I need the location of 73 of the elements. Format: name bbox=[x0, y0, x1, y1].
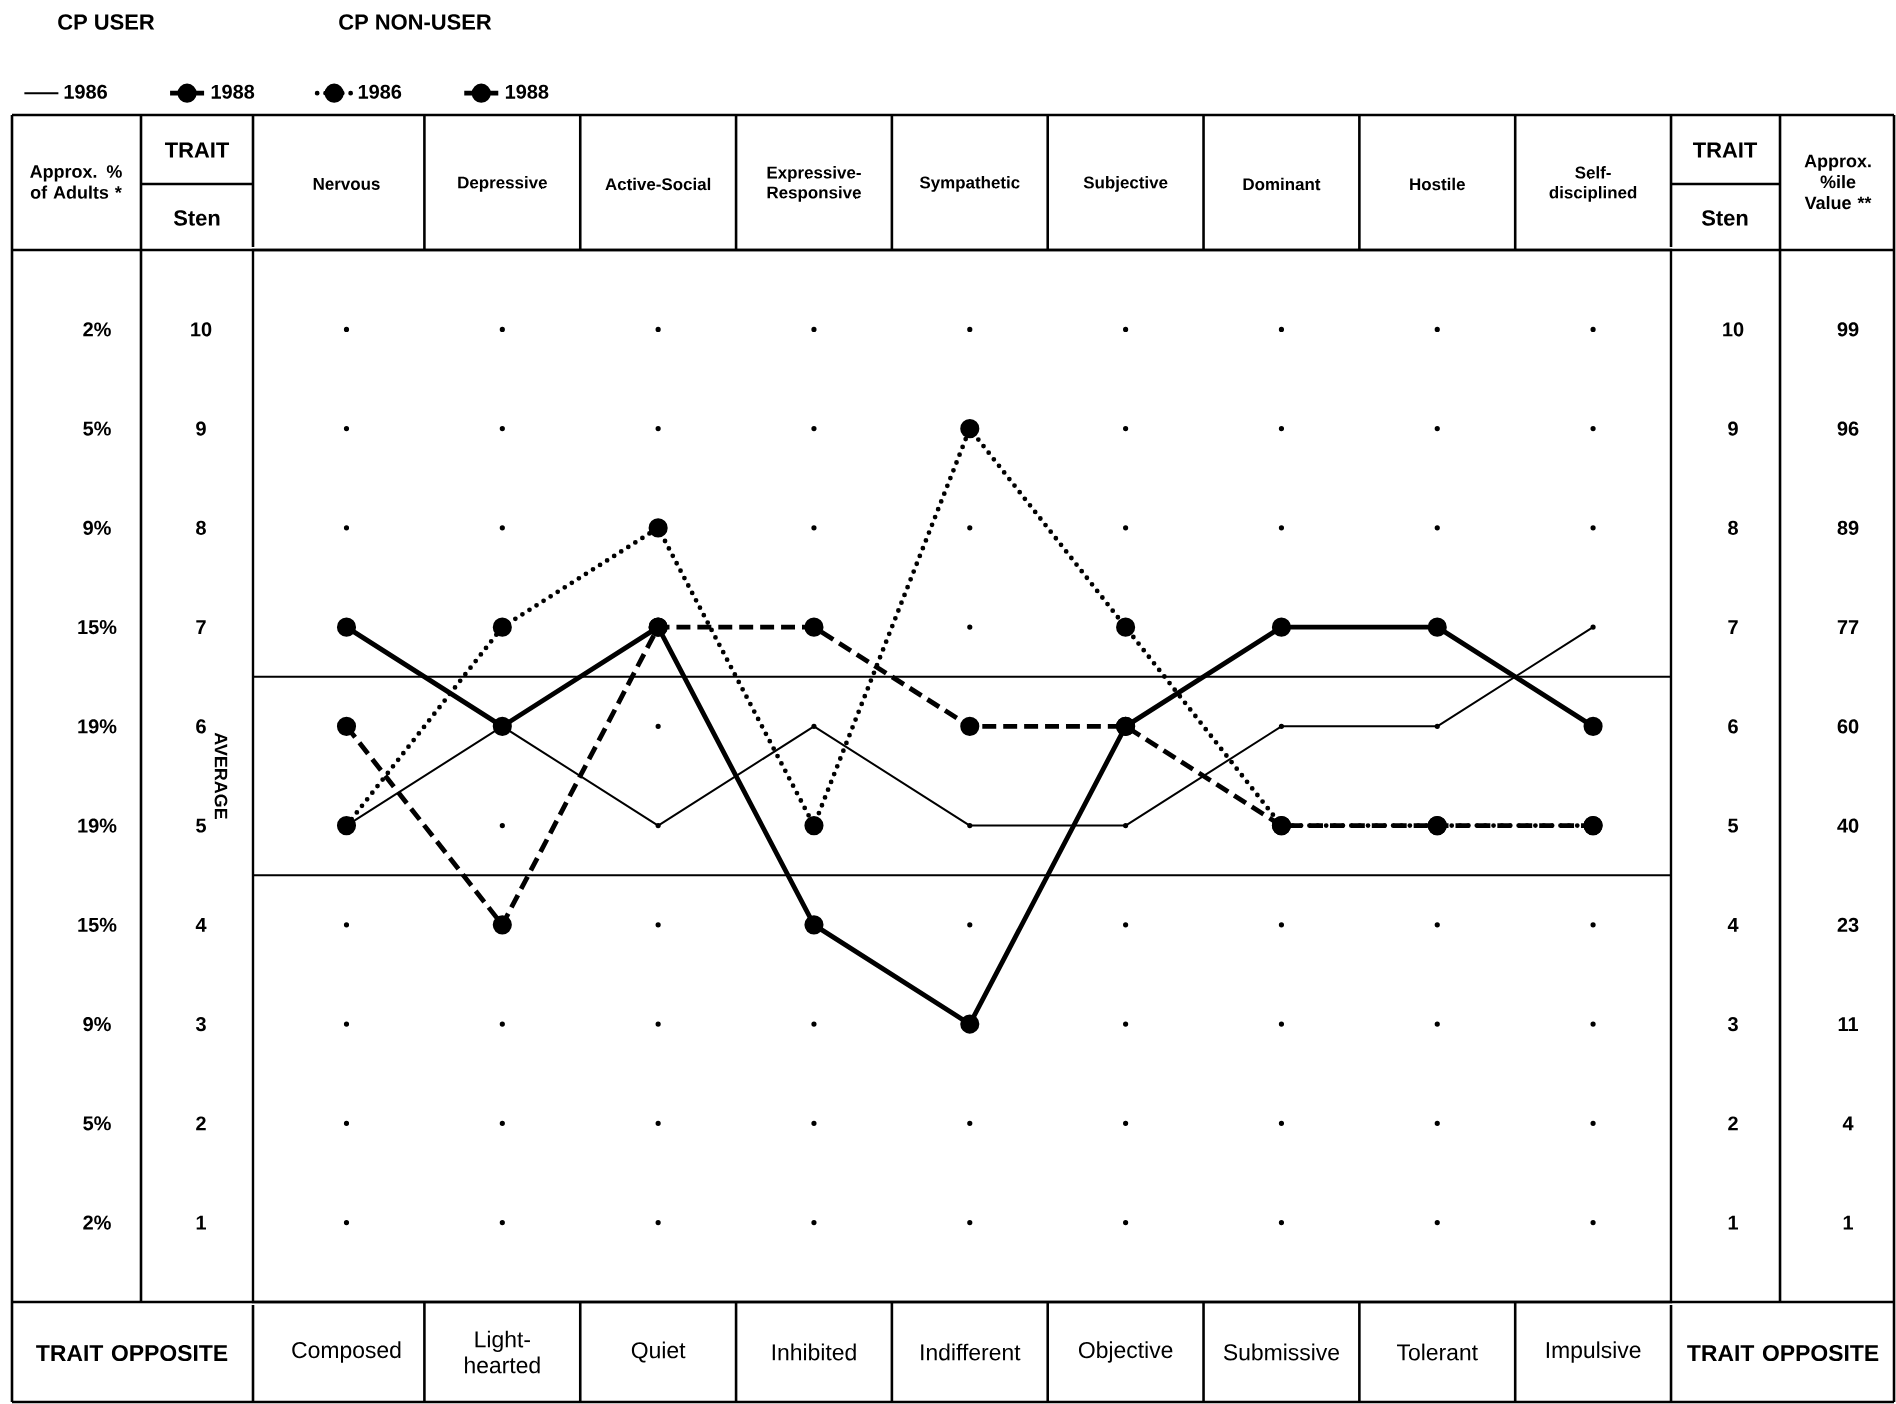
y2-tick-label: 5 bbox=[1728, 818, 1739, 833]
text: TRAIT OPPOSITE bbox=[36, 1344, 228, 1362]
y-tick-label: 2 bbox=[196, 1116, 206, 1131]
text: TRAIT OPPOSITE bbox=[1687, 1344, 1879, 1362]
y-tick-label: 7 bbox=[196, 620, 206, 634]
text: 5% bbox=[83, 1116, 111, 1131]
text: Inhibited bbox=[772, 1343, 856, 1361]
y2-tick-label: 2 bbox=[1728, 1116, 1738, 1131]
x-tick-label: Expressive-Responsive bbox=[767, 166, 861, 202]
text: Impulsive bbox=[1546, 1341, 1641, 1363]
y-tick-label: 9 bbox=[196, 421, 206, 436]
x-tick-label: Subjective bbox=[1083, 176, 1168, 192]
text: 15% bbox=[78, 620, 117, 635]
text: 96 bbox=[1837, 421, 1859, 436]
y2-tick-label: 8 bbox=[1728, 520, 1738, 535]
y-tick-label: 1 bbox=[196, 1215, 206, 1230]
y-tick-label: 8 bbox=[196, 520, 206, 535]
y-tick-label: 4 bbox=[195, 918, 207, 932]
text: 40 bbox=[1837, 818, 1859, 833]
y2-tick-label: 1 bbox=[1728, 1215, 1739, 1230]
text: 99 bbox=[1837, 322, 1859, 337]
text: 9% bbox=[83, 1017, 111, 1032]
text: Composed bbox=[292, 1341, 401, 1363]
text: Indifferent bbox=[921, 1343, 1021, 1361]
y2-tick-label: 3 bbox=[1727, 1017, 1738, 1032]
text: Tolerant bbox=[1397, 1343, 1478, 1361]
legend-label: 1988 bbox=[505, 84, 549, 99]
x-tick-label: Depressive bbox=[458, 176, 547, 192]
legend-label: 1988 bbox=[211, 84, 255, 99]
y2-tick-label: 4 bbox=[1727, 917, 1739, 932]
text: Approx. %ile Value ** bbox=[1804, 154, 1872, 210]
text: 9% bbox=[83, 520, 111, 535]
legend-label: 1986 bbox=[64, 84, 107, 99]
text: 77 bbox=[1837, 620, 1859, 634]
text: 19% bbox=[78, 818, 117, 833]
y-tick-label: 3 bbox=[195, 1017, 206, 1032]
text: Approx. % of Adults * bbox=[30, 165, 122, 199]
y2-axis-title: Sten bbox=[1701, 210, 1748, 226]
y-axis-title: Sten bbox=[173, 210, 220, 226]
text: 1 bbox=[1843, 1215, 1854, 1230]
text: 89 bbox=[1837, 520, 1859, 535]
text: CP USER bbox=[58, 14, 155, 30]
legend-label: 1986 bbox=[358, 84, 402, 99]
text: 2% bbox=[83, 1215, 111, 1230]
y2-tick-label: 7 bbox=[1728, 620, 1738, 634]
text: Light-hearted bbox=[465, 1330, 540, 1374]
text: 2% bbox=[83, 322, 111, 337]
text: Submissive bbox=[1223, 1343, 1339, 1361]
text: 11 bbox=[1838, 1017, 1859, 1031]
x-tick-label: Nervous bbox=[313, 178, 380, 190]
y-tick-label: 5 bbox=[196, 818, 206, 833]
y-tick-label: 6 bbox=[196, 719, 206, 734]
text: 23 bbox=[1837, 917, 1859, 932]
text: TRAIT bbox=[1693, 142, 1758, 158]
x-tick-label: Hostile bbox=[1410, 177, 1465, 191]
x-tick-label: Self-disciplined bbox=[1549, 166, 1637, 202]
text: TRAIT bbox=[164, 142, 230, 158]
y2-tick-label: 6 bbox=[1728, 719, 1738, 734]
text: Objective bbox=[1078, 1341, 1173, 1363]
text: 15% bbox=[78, 917, 117, 932]
y2-tick-label: 9 bbox=[1728, 421, 1738, 436]
x-tick-label: Active-Social bbox=[605, 177, 711, 191]
y-tick-label: 10 bbox=[191, 322, 212, 337]
text: 60 bbox=[1837, 719, 1859, 734]
text: 19% bbox=[78, 719, 117, 734]
text: AVERAGE bbox=[214, 732, 228, 819]
text: CP NON-USER bbox=[339, 14, 492, 30]
x-tick-label: Dominant bbox=[1243, 177, 1321, 191]
text: 4 bbox=[1842, 1116, 1854, 1131]
x-tick-label: Sympathetic bbox=[919, 176, 1020, 192]
text: 5% bbox=[83, 421, 111, 436]
text: Quiet bbox=[631, 1341, 686, 1363]
y2-tick-label: 10 bbox=[1723, 322, 1744, 337]
